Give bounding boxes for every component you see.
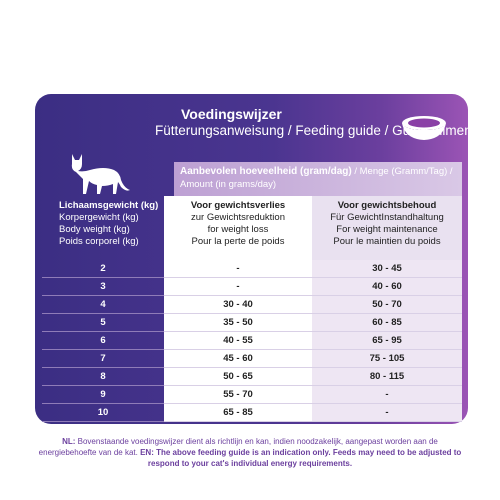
amount-label-bold: Aanbevolen hoeveelheid (gram/dag) xyxy=(180,166,352,177)
table-row: 5 35 - 50 60 - 85 xyxy=(42,313,462,332)
maintain-cell: - xyxy=(312,403,462,422)
maintenance-header: Voor gewichtsbehoud Für GewichtInstandha… xyxy=(312,196,462,260)
guide-title: Voedingswijzer xyxy=(181,106,282,122)
weight-cell: 4 xyxy=(42,295,164,314)
weight-cell: 3 xyxy=(42,277,164,296)
body-weight-en: Body weight (kg) xyxy=(59,224,130,235)
loss-cell: 55 - 70 xyxy=(164,385,312,404)
body-weight-de: Korpergewicht (kg) xyxy=(59,212,139,223)
table-row: 4 30 - 40 50 - 70 xyxy=(42,295,462,314)
table-row: 9 55 - 70 - xyxy=(42,385,462,404)
weight-cell: 6 xyxy=(42,331,164,350)
maintain-cell: 75 - 105 xyxy=(312,349,462,368)
weight-loss-header: Voor gewichtsverlies zur Gewichtsredukti… xyxy=(164,196,312,260)
maintain-cell: - xyxy=(312,385,462,404)
feeding-table: 2 - 30 - 45 3 - 40 - 60 4 30 - 40 50 - 7… xyxy=(42,260,462,422)
weight-cell: 9 xyxy=(42,385,164,404)
footnote-nl-tag: NL: xyxy=(62,437,76,446)
weight-cell: 2 xyxy=(42,260,164,278)
body-weight-fr: Poids corporel (kg) xyxy=(59,236,139,247)
maintenance-en: For weight maintenance xyxy=(336,224,438,235)
table-row: 2 - 30 - 45 xyxy=(42,260,462,278)
weight-loss-nl: Voor gewichtsverlies xyxy=(190,200,286,211)
table-row: 7 45 - 60 75 - 105 xyxy=(42,349,462,368)
weight-loss-de: zur Gewichtsreduktion xyxy=(191,212,285,223)
maintain-cell: 65 - 95 xyxy=(312,331,462,350)
amount-label-rest: / Menge (Gramm/Tag) / Amount (in grams/d… xyxy=(180,166,453,190)
loss-cell: 35 - 50 xyxy=(164,313,312,332)
maintenance-fr: Pour le maintien du poids xyxy=(333,236,441,247)
weight-cell: 8 xyxy=(42,367,164,386)
table-row: 8 50 - 65 80 - 115 xyxy=(42,367,462,386)
footnote: NL: Bovenstaande voedingswijzer dient al… xyxy=(38,436,462,469)
footnote-nl-text: Bovenstaande voedingswijzer dient als ri… xyxy=(38,437,438,457)
maintenance-de: Für GewichtInstandhaltung xyxy=(330,212,444,223)
maintain-cell: 60 - 85 xyxy=(312,313,462,332)
table-row: 6 40 - 55 65 - 95 xyxy=(42,331,462,350)
loss-cell: - xyxy=(164,260,312,278)
food-bowl-icon xyxy=(402,116,446,140)
weight-loss-fr: Pour la perte de poids xyxy=(191,236,285,247)
maintain-cell: 50 - 70 xyxy=(312,295,462,314)
maintain-cell: 30 - 45 xyxy=(312,260,462,278)
body-weight-nl: Lichaamsgewicht (kg) xyxy=(59,200,159,211)
table-row: 10 65 - 85 - xyxy=(42,403,462,422)
maintenance-nl: Voor gewichtsbehoud xyxy=(337,200,437,211)
maintain-cell: 80 - 115 xyxy=(312,367,462,386)
weight-cell: 5 xyxy=(42,313,164,332)
weight-loss-en: for weight loss xyxy=(207,224,269,235)
footnote-en-tag: EN: xyxy=(137,448,154,457)
recommended-amount-header: Aanbevolen hoeveelheid (gram/dag) / Meng… xyxy=(174,162,462,196)
maintain-cell: 40 - 60 xyxy=(312,277,462,296)
loss-cell: 65 - 85 xyxy=(164,403,312,422)
loss-cell: 30 - 40 xyxy=(164,295,312,314)
table-row: 3 - 40 - 60 xyxy=(42,277,462,296)
footnote-en-text: The above feeding guide is an indication… xyxy=(147,448,462,468)
body-weight-header: Lichaamsgewicht (kg) Korpergewicht (kg) … xyxy=(59,200,164,248)
weight-cell: 10 xyxy=(42,403,164,422)
loss-cell: 40 - 55 xyxy=(164,331,312,350)
loss-cell: - xyxy=(164,277,312,296)
weight-cell: 7 xyxy=(42,349,164,368)
loss-cell: 45 - 60 xyxy=(164,349,312,368)
cat-silhouette-icon xyxy=(71,154,130,194)
loss-cell: 50 - 65 xyxy=(164,367,312,386)
